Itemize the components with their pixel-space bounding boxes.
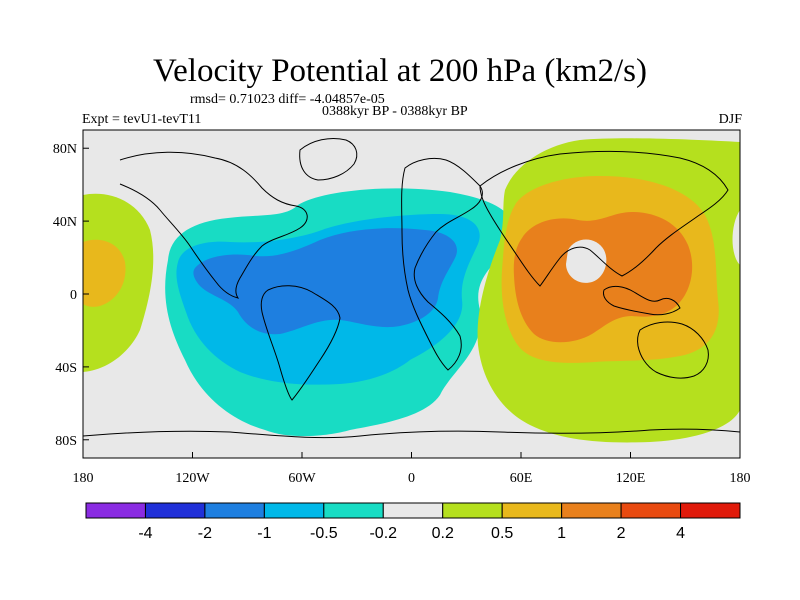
lat-tick-label: 40S [55, 361, 77, 376]
colorbar-label: 4 [676, 525, 685, 542]
contour-fills [83, 138, 740, 443]
stats-text: rmsd= 0.71023 diff= -4.04857e-05 [190, 92, 385, 107]
lon-tick-label: 0 [408, 471, 415, 486]
lon-tick-label: 120W [175, 471, 210, 486]
map-title: Velocity Potential at 200 hPa (km2/s) [152, 53, 648, 89]
colorbar-swatch [323, 502, 384, 519]
colorbar-swatch [382, 502, 444, 519]
colorbar-label: -4 [138, 525, 152, 542]
north-america-coast [119, 151, 308, 299]
dateline-positive-anomaly-core [83, 239, 126, 307]
south-america-coast [260, 285, 341, 401]
period-label: 0388kyr BP - 0388kyr BP [322, 104, 468, 119]
negative-anomaly-core [193, 228, 457, 335]
colorbar-swatch [85, 502, 146, 519]
lat-tick-label: 40N [53, 215, 77, 230]
australia-coast [637, 321, 709, 379]
lon-tick-label: 180 [730, 471, 751, 486]
season-label: DJF [718, 112, 742, 127]
colorbar-label: 0.5 [491, 525, 513, 542]
colorbar-swatch [680, 502, 741, 519]
map-axes: 80N 40N 0 40S 80S 180 120W 60W 0 60E 120E 180 [53, 142, 751, 486]
maritime-continent-coast [603, 285, 681, 316]
lon-tick-label: 180 [73, 471, 94, 486]
positive-anomaly-core [513, 212, 693, 343]
colorbar-swatch [501, 502, 563, 519]
lat-tick-label: 80S [55, 434, 77, 449]
lon-tick-label: 60W [288, 471, 316, 486]
asia-coast [479, 150, 729, 287]
lat-tick-label: 80N [53, 142, 77, 157]
lat-tick-label: 0 [70, 288, 77, 303]
colorbar-swatch [144, 502, 206, 519]
colorbar-label: -0.2 [369, 525, 397, 542]
colorbar-swatch [263, 502, 325, 519]
colorbar-label: -0.5 [310, 525, 338, 542]
greenland-coast [299, 137, 358, 181]
lon-tick-label: 60E [510, 471, 533, 486]
colorbar-swatch [442, 502, 503, 519]
coastlines [83, 137, 740, 439]
colorbar-label: -2 [198, 525, 212, 542]
colorbar-swatch [620, 502, 682, 519]
indian-ocean-weak-zone [566, 239, 607, 283]
antarctica-coast [83, 428, 740, 439]
lon-tick-label: 120E [616, 471, 646, 486]
colorbar-label: 2 [617, 525, 626, 542]
colorbar-swatch [204, 502, 265, 519]
colorbar-label: 0.2 [432, 525, 454, 542]
colorbar: -4 -2 -1 -0.5 -0.2 0.2 0.5 1 2 4 [85, 502, 741, 542]
experiment-label: Expt = tevU1-tevT11 [82, 112, 202, 127]
colorbar-label: 1 [557, 525, 566, 542]
colorbar-swatch [561, 502, 622, 519]
colorbar-label: -1 [257, 525, 271, 542]
